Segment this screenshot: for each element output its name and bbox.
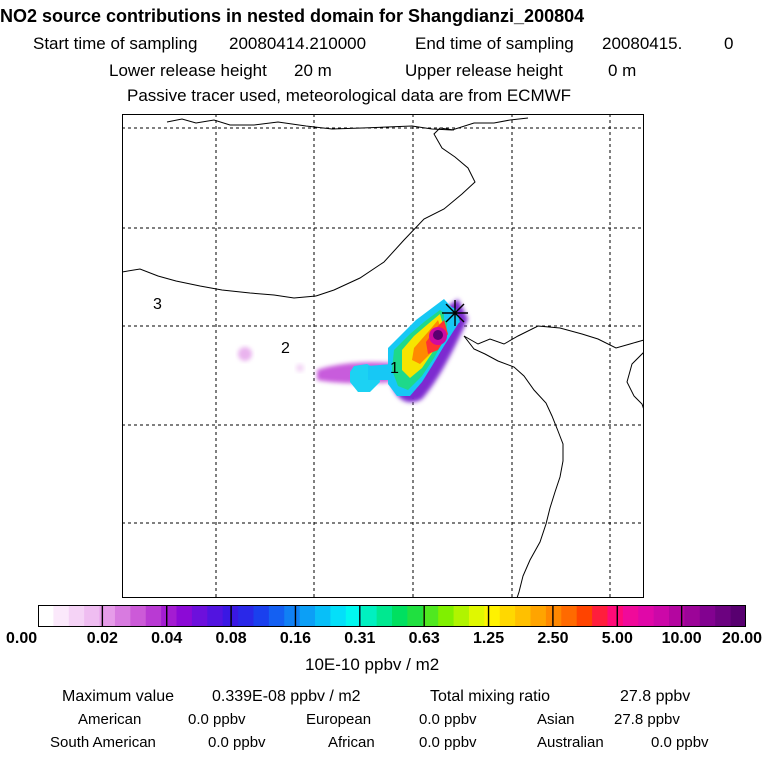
colorbar-cell [238, 605, 255, 627]
end-time-value: 20080415. [602, 34, 683, 53]
map-panel: 1 2 3 [122, 114, 644, 598]
colorbar-unit: 10E-10 ppbv / m2 [305, 655, 440, 674]
colorbar-cell [499, 605, 516, 627]
colorbar-tick-label: 0.31 [344, 630, 376, 647]
colorbar-cell [84, 605, 101, 627]
colorbar-cell [207, 605, 224, 627]
african-label: African [328, 734, 375, 751]
start-time-label: Start time of sampling [33, 34, 198, 53]
colorbar-cell [253, 605, 270, 627]
colorbar-cell [407, 605, 424, 627]
african-value: 0.0 ppbv [419, 734, 477, 751]
colorbar-cell [653, 605, 670, 627]
colorbar-tick-label: 10.00 [661, 630, 702, 647]
graticule [122, 114, 644, 598]
region-label-2: 2 [281, 340, 290, 357]
colorbar-cell [468, 605, 485, 627]
colorbar-tick-label: 0.04 [151, 630, 183, 647]
tracer-note: Passive tracer used, meteorological data… [127, 86, 572, 105]
colorbar-tick-label: 0.63 [408, 630, 440, 647]
colorbar-cell [530, 605, 547, 627]
colorbar-cell [114, 605, 131, 627]
upper-release-value: 0 m [608, 61, 637, 80]
end-time-label: End time of sampling [415, 34, 574, 53]
colorbar-tick-label: 0.02 [86, 630, 118, 647]
american-value: 0.0 ppbv [188, 711, 246, 728]
colorbar-tick-label: 0.08 [215, 630, 247, 647]
total-mixing-value: 27.8 ppbv [620, 688, 691, 705]
south-american-label: South American [50, 734, 156, 751]
colorbar-cell [53, 605, 70, 627]
colorbar-cell [315, 605, 332, 627]
region-label-3: 3 [153, 296, 162, 313]
total-mixing-label: Total mixing ratio [430, 688, 551, 705]
region-label-1: 1 [390, 360, 399, 377]
colorbar-cell [376, 605, 393, 627]
colorbar-cell [561, 605, 578, 627]
colorbar-cell [191, 605, 208, 627]
lower-release-value: 20 m [294, 61, 332, 80]
australian-label: Australian [537, 734, 604, 751]
colorbar-cell [515, 605, 532, 627]
colorbar-cell [145, 605, 162, 627]
max-value: 0.339E-08 ppbv / m2 [212, 688, 361, 705]
upper-release-label: Upper release height [405, 61, 563, 80]
colorbar-cell [284, 605, 301, 627]
colorbar-cell [68, 605, 85, 627]
colorbar-cell [545, 605, 562, 627]
colorbar-cell [699, 605, 716, 627]
south-american-value: 0.0 ppbv [208, 734, 266, 751]
colorbar-cell [622, 605, 639, 627]
colorbar-cell [438, 605, 455, 627]
colorbar-cell [684, 605, 701, 627]
boundary-lines [122, 117, 644, 598]
colorbar-cell [38, 605, 54, 627]
colorbar-cell [453, 605, 470, 627]
colorbar-cell [392, 605, 408, 627]
colorbar-cell [268, 605, 285, 627]
map-title: NO2 source contributions in nested domai… [0, 6, 585, 26]
colorbar-cell [669, 605, 686, 627]
colorbar-cell [161, 605, 178, 627]
colorbar-tick-label: 1.25 [472, 630, 505, 647]
colorbar-cell [638, 605, 655, 627]
colorbar-cell [130, 605, 147, 627]
european-label: European [306, 711, 372, 728]
american-label: American [78, 711, 142, 728]
colorbar-cell [730, 605, 746, 627]
colorbar-cell [299, 605, 316, 627]
end-time-value-2: 0 [724, 34, 734, 53]
colorbar-cell [715, 605, 732, 627]
colorbar-tick-label: 5.00 [601, 630, 633, 647]
colorbar-cell [361, 605, 378, 627]
star-cross-icon [442, 300, 468, 326]
colorbar-tick-label: 20.00 [721, 630, 762, 647]
colorbar-tick-label: 0.00 [6, 630, 38, 647]
colorbar-cell [607, 605, 624, 627]
start-time-value: 20080414.210000 [229, 34, 367, 53]
asian-label: Asian [537, 711, 575, 728]
colorbar-tick-label: 0.16 [279, 630, 312, 647]
colorbar-tick-label: 2.50 [537, 630, 569, 647]
colorbar-cell [345, 605, 362, 627]
lower-release-label: Lower release height [109, 61, 267, 80]
colorbar [38, 605, 746, 627]
colorbar-cell [330, 605, 347, 627]
colorbar-cell [176, 605, 193, 627]
colorbar-cell [484, 605, 501, 627]
max-value-label: Maximum value [62, 688, 175, 705]
australian-value: 0.0 ppbv [651, 734, 709, 751]
concentration-plume [238, 299, 468, 403]
colorbar-cell [592, 605, 609, 627]
map-frame [122, 114, 644, 598]
european-value: 0.0 ppbv [419, 711, 477, 728]
colorbar-cell [422, 605, 439, 627]
colorbar-cell [99, 605, 116, 627]
asian-value: 27.8 ppbv [614, 711, 680, 728]
colorbar-cell [576, 605, 593, 627]
